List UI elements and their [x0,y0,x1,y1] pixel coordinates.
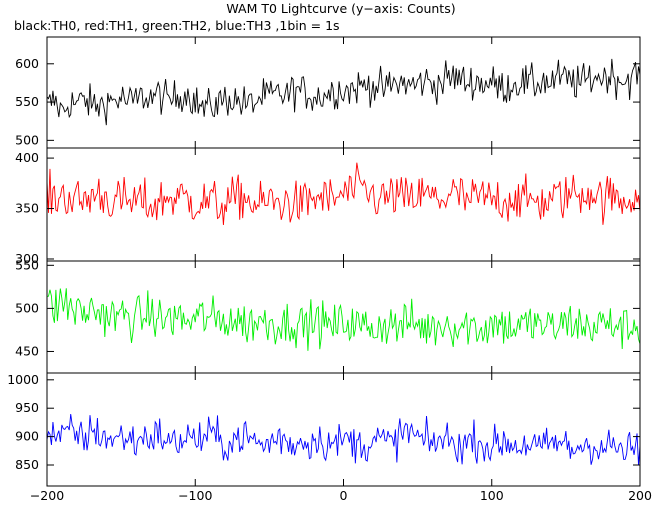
y-tick-label: 950 [15,400,39,415]
y-tick-label: 500 [15,300,39,315]
y-tick-label: 850 [15,457,39,472]
series-line-th2 [47,288,640,351]
panel-th3: 850 900 950 1000 [7,372,641,487]
x-tick-label: 100 [480,488,504,503]
y-tick-label: 450 [15,343,39,358]
panel-th2: 450 500 550 [15,257,641,374]
y-tick-label: 300 [15,251,39,266]
y-tick-label: 400 [15,150,39,165]
x-tick-label: −200 [30,488,64,503]
series-line-th0 [47,58,640,126]
panel-frame [46,372,641,487]
x-tick-label: 200 [628,488,652,503]
panel-th0: 500 550 600 [15,36,641,149]
x-axis: −200 −100 0 100 200 [30,488,652,503]
y-tick-label: 900 [15,429,39,444]
y-tick-label: 550 [15,94,39,109]
series-line-th3 [47,413,640,466]
y-tick-label: 500 [15,132,39,147]
x-tick-label: −100 [178,488,212,503]
panel-th1: 300 350 400 [15,147,641,266]
chart-subtitle: black:TH0, red:TH1, green:TH2, blue:TH3 … [14,18,340,33]
y-tick-label: 600 [15,56,39,71]
y-tick-label: 1000 [7,372,39,387]
panels: 500 550 600 300 350 400 450 500 550 850 900 950 1000 [7,36,641,487]
panel-frame [46,260,641,374]
y-tick-label: 350 [15,201,39,216]
series-line-th1 [47,162,640,225]
chart-title: WAM T0 Lightcurve (y−axis: Counts) [226,1,455,16]
x-tick-label: 0 [340,488,348,503]
y-tick-label: 550 [15,257,39,272]
